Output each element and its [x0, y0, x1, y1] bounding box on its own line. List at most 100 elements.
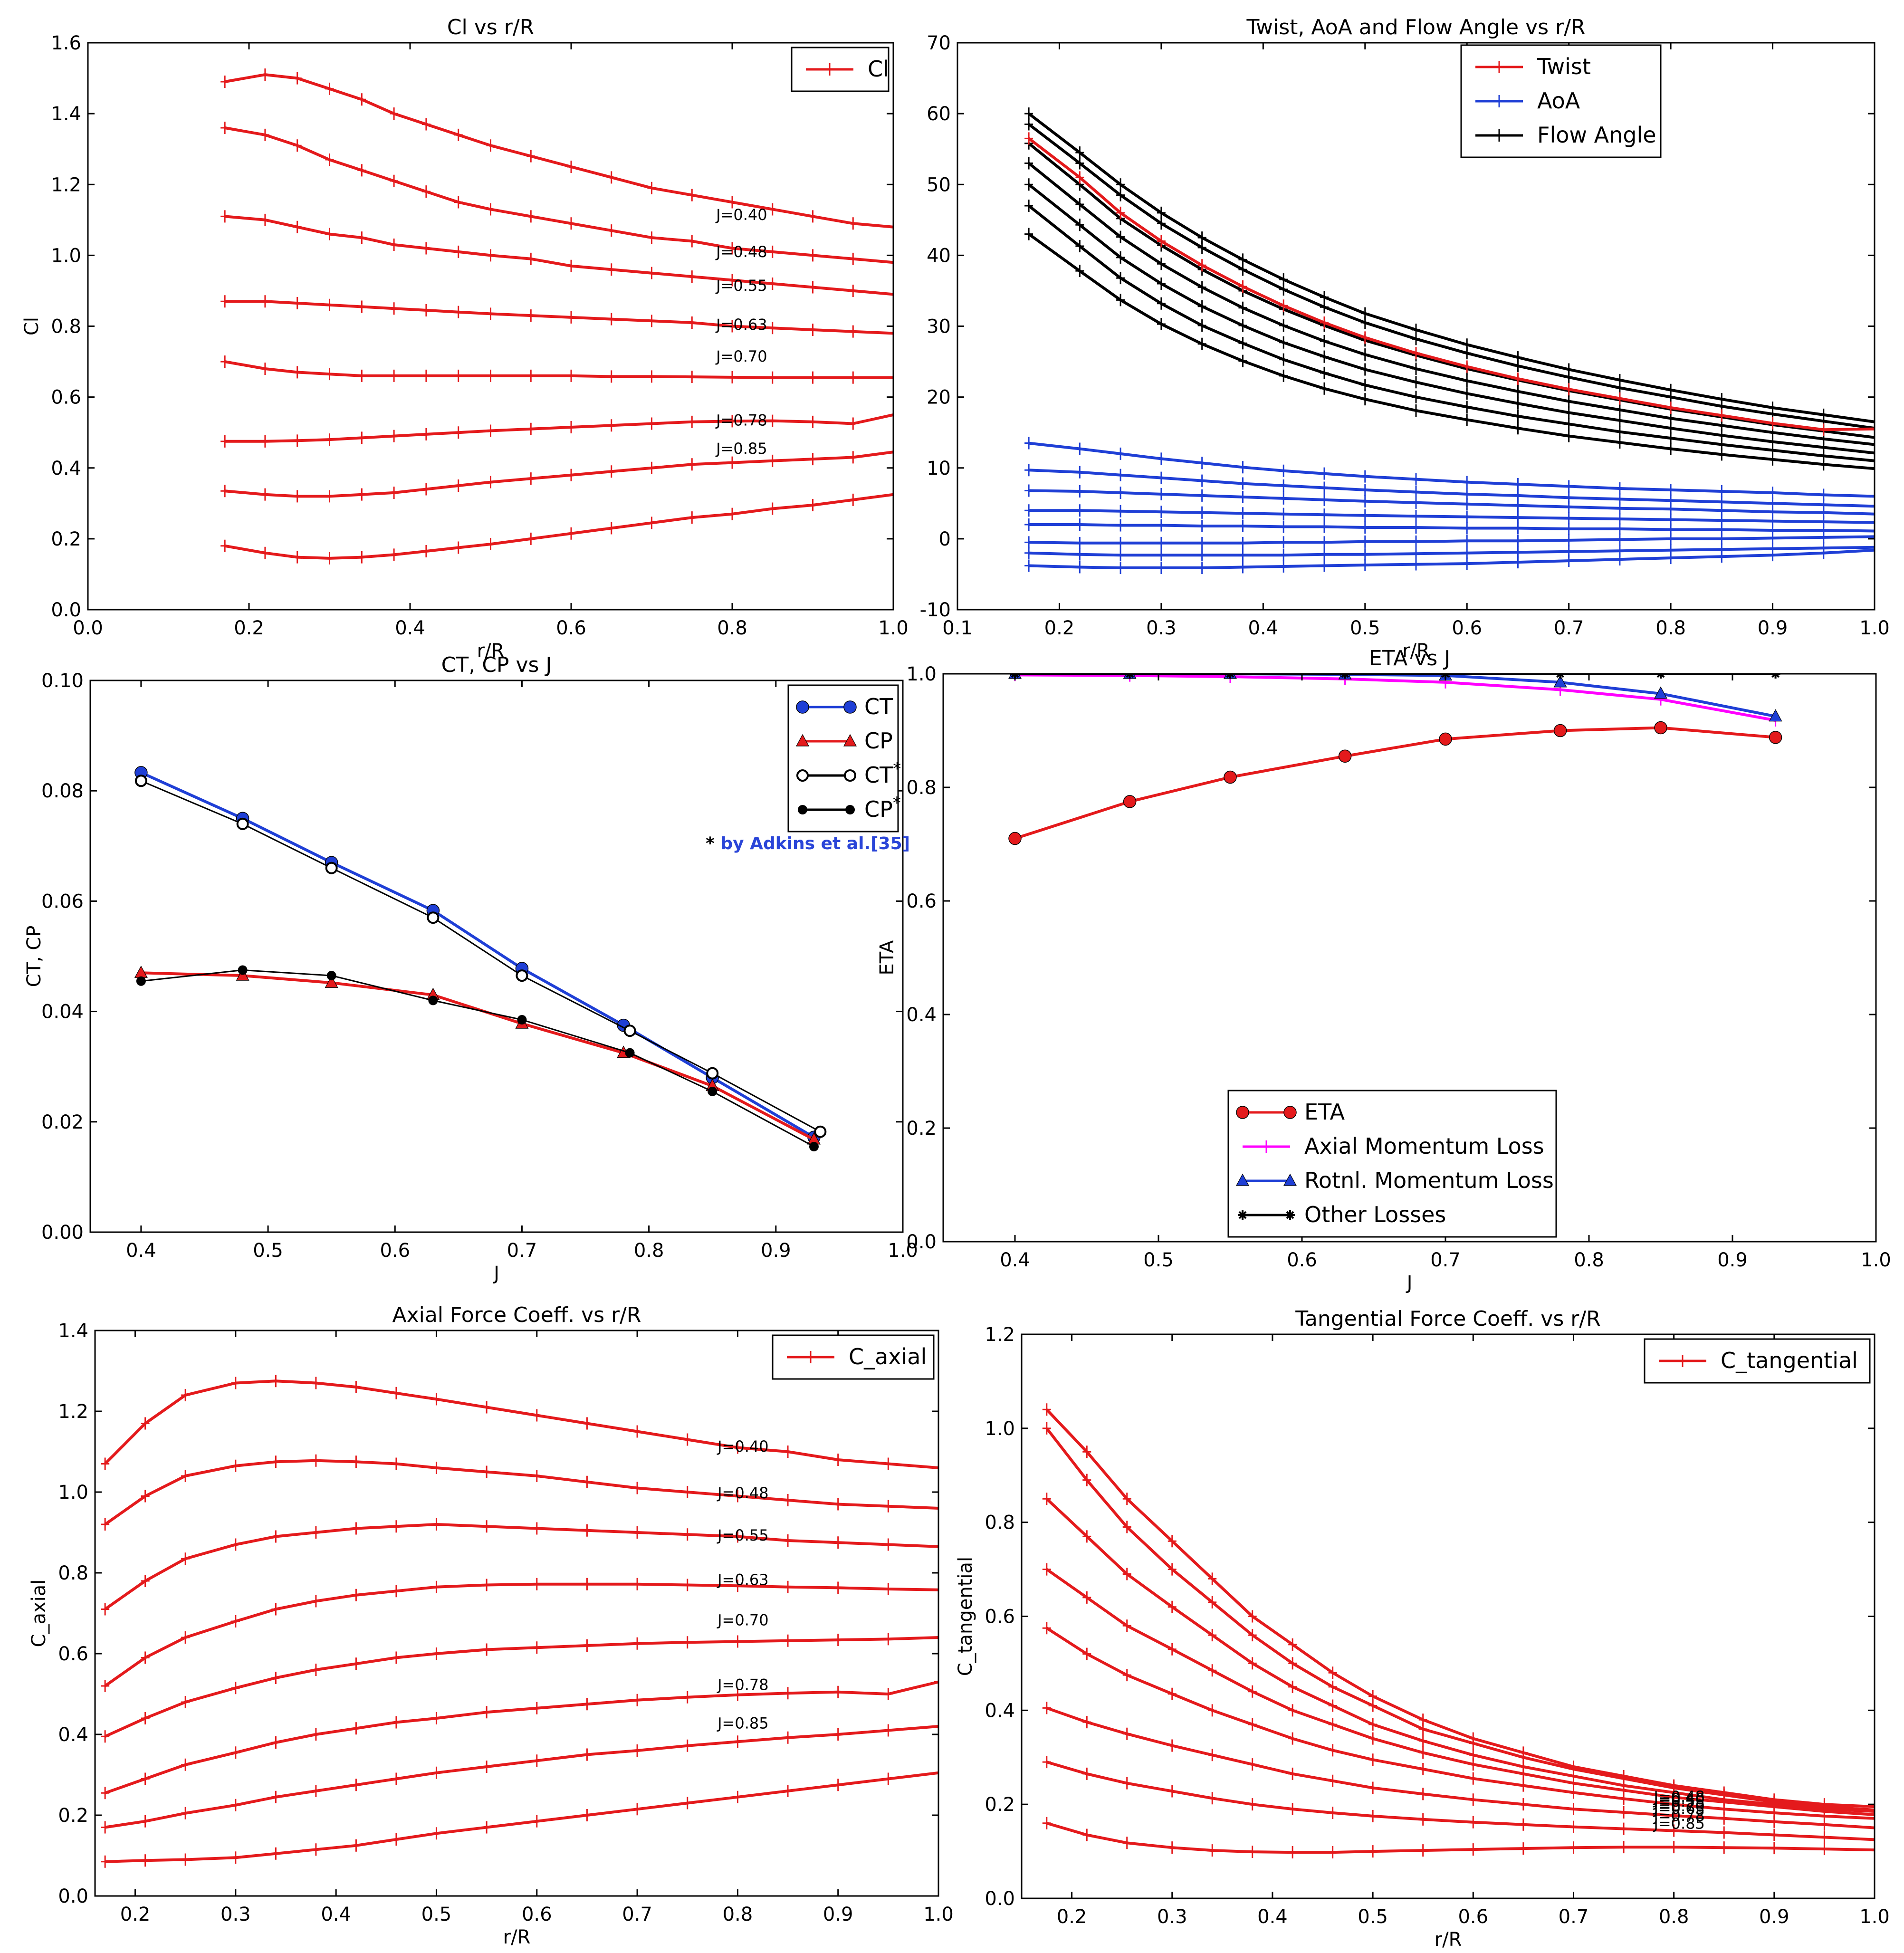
- data-point: [1469, 1772, 1478, 1785]
- data-point: [1615, 482, 1624, 495]
- data-point: [583, 1578, 592, 1590]
- data-point: [181, 1470, 190, 1482]
- data-point: [934, 1583, 938, 1596]
- data-point: [1569, 1841, 1578, 1854]
- data-point: [849, 451, 858, 464]
- data-point: [934, 1631, 938, 1644]
- data-point: [1519, 1842, 1528, 1855]
- data-point: [1463, 374, 1472, 387]
- data-point: [1564, 523, 1573, 535]
- x-tick-label: 0.6: [1287, 1249, 1317, 1271]
- legend-item: Rotnl. Momentum Loss: [1235, 1168, 1554, 1193]
- legend-marker: [796, 700, 809, 714]
- annotation: J=0.48: [1653, 1788, 1705, 1806]
- data-point: [260, 68, 269, 81]
- data-point: [1320, 520, 1329, 533]
- x-tick-label: 0.8: [723, 1904, 753, 1925]
- data-point: [231, 1851, 240, 1864]
- data-point: [1024, 559, 1033, 572]
- data-point: [220, 539, 230, 552]
- data-point: [101, 1855, 110, 1868]
- legend-marker: [796, 769, 809, 782]
- data-point: [733, 1790, 742, 1803]
- data-point: [633, 1578, 642, 1590]
- data-point: [311, 1664, 320, 1676]
- data-point: [1075, 146, 1084, 159]
- data-point: [1024, 178, 1033, 191]
- data-point: [1320, 559, 1329, 572]
- data-point: [1412, 535, 1420, 548]
- series-line: [104, 1379, 938, 1469]
- data-point: [1042, 1563, 1051, 1576]
- data-point: [390, 486, 399, 499]
- data-point: [1564, 383, 1573, 396]
- data-point: [231, 1799, 240, 1811]
- data-point: [1197, 319, 1206, 332]
- data-point: [1279, 492, 1288, 505]
- data-point: [1075, 466, 1084, 479]
- legend-label: Cl: [868, 56, 889, 82]
- data-point: [1619, 1841, 1628, 1854]
- data-point: [728, 242, 737, 255]
- data-point: [884, 1583, 893, 1595]
- x-tick-label: 0.5: [1143, 1249, 1174, 1271]
- data-point: [1157, 258, 1166, 270]
- data-point: [889, 408, 893, 421]
- y-tick-label: 1.6: [51, 32, 81, 54]
- data-point: [1513, 372, 1522, 385]
- series-line: [1028, 137, 1875, 431]
- data-point: [1412, 391, 1420, 403]
- data-point: [1122, 1727, 1131, 1740]
- data-point: [567, 217, 575, 230]
- legend-item: CT*: [796, 759, 901, 788]
- data-point: [1224, 770, 1237, 784]
- data-point: [1513, 385, 1522, 398]
- data-point: [1769, 731, 1782, 744]
- data-point: [833, 1779, 842, 1791]
- data-point: [532, 1815, 541, 1828]
- legend-label: Twist: [1537, 54, 1591, 79]
- data-point: [325, 490, 334, 503]
- data-point: [1122, 1521, 1131, 1533]
- data-point: [1320, 508, 1329, 521]
- data-point: [1082, 1446, 1091, 1458]
- data-point: [1167, 1785, 1177, 1798]
- data-point: [607, 263, 616, 276]
- data-point: [357, 164, 366, 177]
- data-point: [1208, 1792, 1217, 1805]
- data-point: [1463, 360, 1472, 373]
- data-point: [728, 320, 737, 333]
- data-point: [1197, 337, 1206, 350]
- y-tick-label: 0: [939, 528, 951, 550]
- y-axis-label: C_tangential: [955, 1557, 976, 1676]
- y-tick-label: 1.4: [58, 1320, 88, 1342]
- data-point: [1248, 1685, 1257, 1698]
- legend-marker: [1285, 1210, 1295, 1220]
- legend: C_axial: [772, 1334, 935, 1380]
- x-tick-label: 0.4: [321, 1904, 351, 1925]
- data-point: [768, 414, 777, 427]
- data-point: [1463, 510, 1472, 523]
- data-point: [432, 1580, 441, 1593]
- data-point: [1279, 319, 1288, 332]
- data-point: [1819, 546, 1828, 559]
- data-point: [728, 507, 737, 520]
- data-point: [1320, 467, 1329, 480]
- y-tick-label: 1.0: [906, 663, 937, 685]
- series-group: [220, 68, 893, 565]
- data-point: [486, 249, 495, 262]
- data-point: [833, 1634, 842, 1647]
- data-point: [352, 1522, 361, 1535]
- chart-twist: 0.1 0.2 0.3 0.4 0.5 0.6 0.7 0.8 0.9 1.0 -10 0 10 20 30…: [920, 15, 1890, 662]
- data-point: [311, 1526, 320, 1539]
- data-point: [1238, 337, 1247, 350]
- data-point: [647, 315, 656, 327]
- data-point: [1279, 464, 1288, 477]
- data-point: [1569, 1803, 1578, 1816]
- data-point: [1024, 546, 1033, 559]
- data-point: [889, 256, 893, 269]
- data-point: [311, 1595, 320, 1608]
- data-point: [392, 1457, 401, 1470]
- data-point: [1564, 500, 1573, 513]
- data-point: [1564, 512, 1573, 525]
